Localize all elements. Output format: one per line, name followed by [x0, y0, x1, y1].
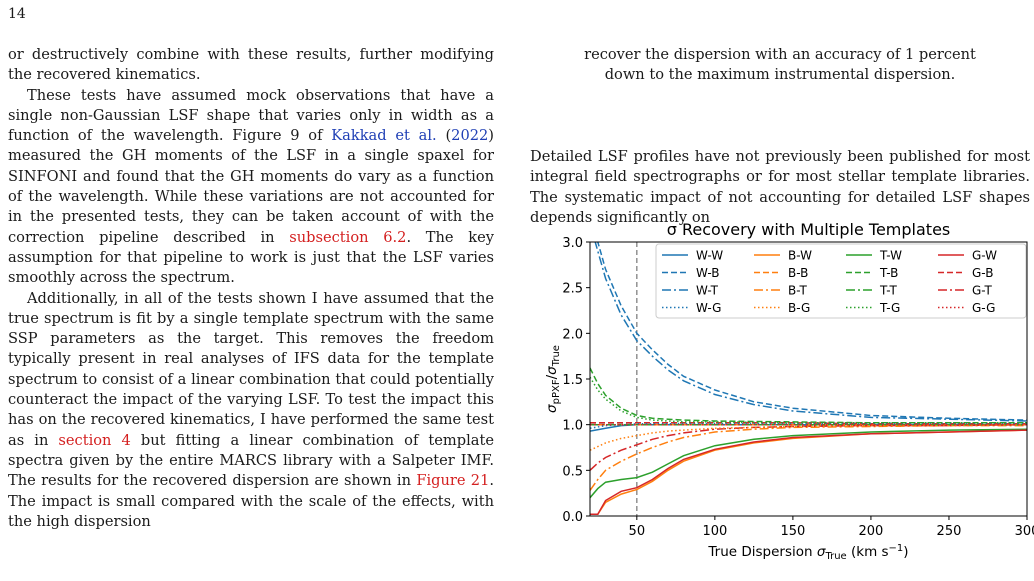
legend-label-w-g: W-G — [696, 301, 721, 315]
subsection-link[interactable]: subsection 6.2 — [289, 228, 407, 246]
paragraph-2-text-a: These tests have assumed mock observatio… — [8, 86, 494, 145]
legend-label-w-t: W-T — [696, 284, 719, 298]
right-column-paragraph: Detailed LSF profiles have not previousl… — [530, 147, 1030, 238]
series-line-b-g — [590, 423, 1027, 451]
x-axis-label: True Dispersion σTrue (km s−1) — [707, 543, 908, 562]
legend-label-g-w: G-W — [972, 249, 997, 263]
series-line-b-w — [590, 429, 1027, 515]
legend-label-w-w: W-W — [696, 249, 723, 263]
citation-kakkad-link[interactable]: Kakkad et al. — [331, 127, 437, 145]
legend-label-g-b: G-B — [972, 266, 993, 280]
series-line-w-t — [594, 242, 1027, 422]
y-tick-label: 0.5 — [562, 464, 583, 479]
paragraph-3-text-b: but fitting a linear combination of temp… — [8, 431, 494, 490]
series-line-t-b — [590, 367, 1027, 424]
legend-box — [655, 243, 1027, 319]
y-tick-label: 1.5 — [562, 373, 583, 388]
legend-label-w-b: W-B — [696, 266, 720, 280]
y-tick-label: 3.0 — [562, 236, 583, 251]
right-column-quote: recover the dispersion with an accuracy … — [530, 45, 1030, 86]
right-paragraph: Detailed LSF profiles have not previousl… — [530, 148, 1030, 226]
paragraph-1: or destructively combine with these resu… — [8, 46, 494, 84]
chart-svg: σ Recovery with Multiple Templates 0.0 0.5… — [544, 220, 1034, 562]
x-tick-label: 100 — [702, 524, 727, 539]
legend-label-t-b: T-B — [879, 266, 898, 280]
legend-label-t-w: T-W — [879, 249, 902, 263]
paragraph-2-text-b: ( — [436, 127, 452, 145]
legend-label-g-g: G-G — [972, 301, 995, 315]
x-tick-label: 300 — [1015, 524, 1034, 539]
paragraph-3: Additionally, in all of the tests shown … — [8, 289, 494, 533]
legend-label-b-t: B-T — [788, 284, 807, 298]
quote-line-2: down to the maximum instrumental dispers… — [604, 66, 956, 84]
paragraph-3-text-c: . The impact is small compared with the … — [8, 472, 494, 530]
series-line-g-b — [590, 422, 1027, 425]
x-tick-label: 250 — [937, 524, 962, 539]
figure-chart: σ Recovery with Multiple Templates 0.0 0.5… — [540, 218, 1034, 581]
chart-title: σ Recovery with Multiple Templates — [667, 220, 951, 239]
paragraph-3-text-a: Additionally, in all of the tests shown … — [8, 289, 494, 449]
series-line-g-w — [590, 429, 1027, 515]
x-tick-label: 50 — [629, 524, 646, 539]
y-tick-label: 2.5 — [562, 282, 583, 297]
legend-label-t-t: T-T — [879, 284, 897, 298]
paragraph-2-text-d: . The key assumption for that pipeline t… — [8, 228, 494, 287]
legend-label-b-g: B-G — [788, 301, 810, 315]
series-line-b-t — [590, 424, 1027, 491]
y-tick-label: 0.0 — [562, 510, 583, 525]
y-tick-label: 1.0 — [562, 419, 583, 434]
left-column: or destructively combine with these resu… — [8, 45, 494, 581]
legend-label-b-w: B-W — [788, 249, 812, 263]
series-line-t-w — [590, 428, 1027, 499]
y-axis-label: σpPXF/σTrue — [544, 345, 562, 413]
figure-link[interactable]: Figure 21 — [416, 472, 490, 490]
quote-line-1: recover the dispersion with an accuracy … — [584, 46, 976, 63]
series-group — [590, 242, 1027, 515]
series-line-w-b — [597, 242, 1027, 421]
legend-label-b-b: B-B — [788, 266, 808, 280]
series-line-g-t — [590, 423, 1027, 471]
paragraph-2: These tests have assumed mock observatio… — [8, 86, 494, 289]
page-number: 14 — [8, 6, 26, 22]
series-line-t-g — [590, 376, 1027, 424]
y-tick-label: 2.0 — [562, 327, 583, 342]
section-link[interactable]: section 4 — [58, 431, 131, 449]
citation-year-link[interactable]: 2022 — [451, 127, 489, 145]
series-line-w-g — [590, 423, 1027, 430]
paragraph-2-text-c: ) measured the GH moments of the LSF in … — [8, 127, 494, 246]
x-tick-label: 150 — [780, 524, 805, 539]
legend-label-g-t: G-T — [972, 284, 993, 298]
x-tick-label: 200 — [859, 524, 884, 539]
legend-label-t-g: T-G — [879, 301, 900, 315]
